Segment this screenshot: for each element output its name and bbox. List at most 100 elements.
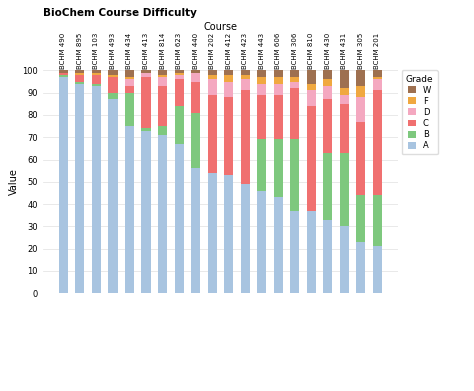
Bar bbox=[75, 75, 84, 82]
Bar bbox=[125, 126, 134, 293]
Bar bbox=[92, 70, 101, 73]
Bar bbox=[340, 226, 349, 293]
Bar bbox=[224, 75, 233, 82]
Bar bbox=[356, 195, 365, 242]
Bar bbox=[109, 77, 118, 93]
Bar bbox=[257, 191, 266, 293]
Bar bbox=[340, 70, 349, 88]
Bar bbox=[125, 70, 134, 77]
Bar bbox=[323, 86, 332, 99]
Bar bbox=[59, 70, 68, 73]
Bar bbox=[125, 86, 134, 93]
Bar bbox=[273, 95, 283, 140]
Bar bbox=[109, 93, 118, 99]
Bar bbox=[191, 169, 200, 293]
Bar bbox=[174, 73, 183, 75]
Bar bbox=[241, 70, 250, 75]
Bar bbox=[356, 97, 365, 122]
Bar bbox=[373, 77, 382, 79]
Bar bbox=[141, 73, 151, 77]
Bar bbox=[340, 95, 349, 104]
Bar bbox=[158, 126, 167, 135]
Bar bbox=[75, 82, 84, 84]
Bar bbox=[241, 184, 250, 293]
Bar bbox=[307, 70, 316, 84]
Bar bbox=[125, 93, 134, 126]
Bar bbox=[158, 70, 167, 75]
Bar bbox=[340, 104, 349, 153]
Bar bbox=[92, 73, 101, 75]
Bar bbox=[323, 220, 332, 293]
Bar bbox=[290, 77, 300, 82]
Bar bbox=[257, 70, 266, 77]
Bar bbox=[174, 70, 183, 73]
Bar bbox=[356, 86, 365, 97]
Bar bbox=[208, 75, 217, 79]
Bar bbox=[92, 75, 101, 84]
Bar bbox=[373, 90, 382, 195]
Bar bbox=[340, 88, 349, 95]
Bar bbox=[191, 70, 200, 73]
Bar bbox=[290, 140, 300, 211]
Bar bbox=[109, 75, 118, 77]
Bar bbox=[356, 122, 365, 195]
Bar bbox=[373, 246, 382, 293]
Bar bbox=[191, 113, 200, 169]
Bar bbox=[174, 144, 183, 293]
Bar bbox=[141, 128, 151, 131]
Bar bbox=[141, 70, 151, 73]
Bar bbox=[59, 75, 68, 77]
Bar bbox=[224, 175, 233, 293]
Legend: W, F, D, C, B, A: W, F, D, C, B, A bbox=[402, 70, 438, 154]
Bar bbox=[257, 84, 266, 95]
Bar bbox=[323, 153, 332, 220]
Bar bbox=[307, 106, 316, 211]
Bar bbox=[125, 79, 134, 86]
Bar bbox=[241, 90, 250, 184]
Bar bbox=[92, 86, 101, 293]
Bar bbox=[208, 173, 217, 293]
Bar bbox=[224, 70, 233, 75]
Bar bbox=[224, 82, 233, 97]
Bar bbox=[356, 242, 365, 293]
Bar bbox=[208, 95, 217, 173]
Bar bbox=[323, 70, 332, 79]
Bar bbox=[257, 95, 266, 140]
Bar bbox=[290, 82, 300, 88]
Bar bbox=[158, 77, 167, 86]
Bar bbox=[208, 70, 217, 75]
Bar bbox=[273, 70, 283, 77]
Bar bbox=[323, 99, 332, 153]
Text: BioChem Course Difficulty: BioChem Course Difficulty bbox=[43, 8, 197, 18]
Bar bbox=[273, 84, 283, 95]
Bar bbox=[92, 84, 101, 86]
Bar bbox=[158, 135, 167, 293]
Bar bbox=[191, 73, 200, 82]
Bar bbox=[241, 75, 250, 79]
Bar bbox=[109, 99, 118, 293]
Bar bbox=[273, 197, 283, 293]
Bar bbox=[373, 70, 382, 77]
Bar bbox=[273, 140, 283, 197]
Bar bbox=[191, 82, 200, 113]
Bar bbox=[109, 70, 118, 75]
Bar bbox=[158, 75, 167, 77]
Bar bbox=[174, 79, 183, 106]
Bar bbox=[75, 84, 84, 293]
Bar bbox=[174, 75, 183, 79]
Y-axis label: Value: Value bbox=[9, 169, 19, 195]
Bar bbox=[290, 88, 300, 140]
Bar bbox=[141, 131, 151, 293]
Bar bbox=[208, 79, 217, 95]
Bar bbox=[307, 84, 316, 90]
Bar bbox=[356, 70, 365, 86]
Bar bbox=[257, 77, 266, 84]
Bar bbox=[323, 79, 332, 86]
Bar bbox=[290, 70, 300, 77]
Bar bbox=[224, 97, 233, 175]
Bar bbox=[241, 79, 250, 90]
Bar bbox=[373, 79, 382, 90]
Bar bbox=[125, 77, 134, 79]
Bar bbox=[75, 73, 84, 75]
Bar bbox=[59, 73, 68, 75]
